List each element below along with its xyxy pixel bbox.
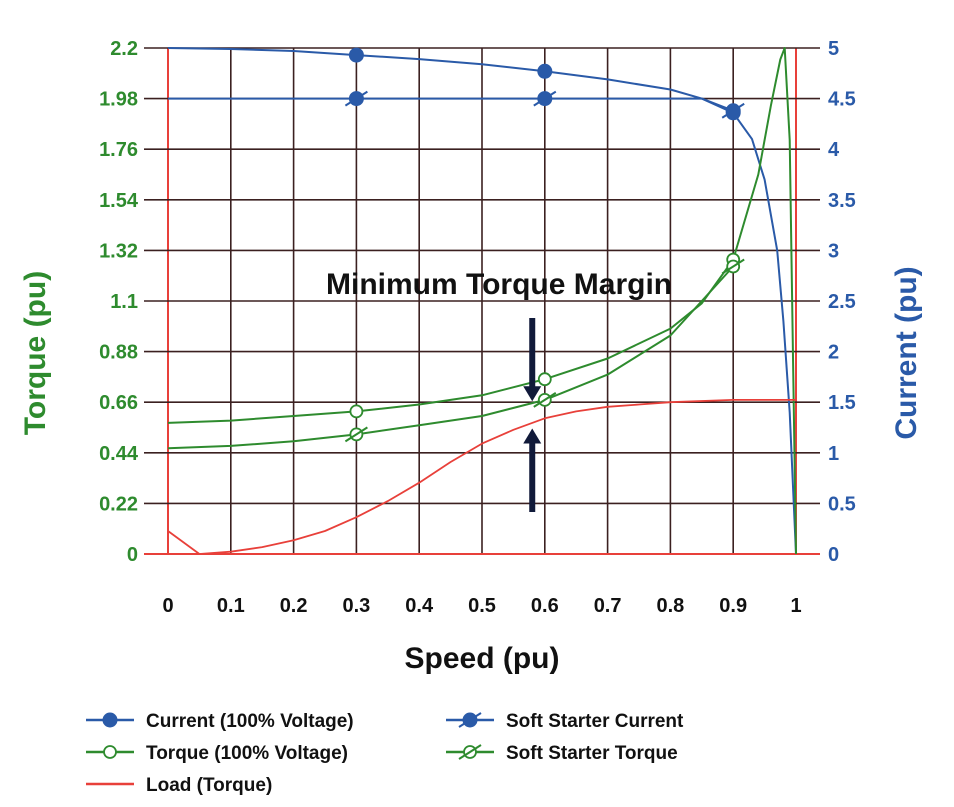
x-tick-label: 0.1 [217,595,245,617]
x-tick-label: 0.3 [342,595,370,617]
series-marker [344,426,368,443]
series-marker [348,47,364,63]
y-left-tick-label: 0.44 [99,443,139,465]
x-tick-label: 0.9 [719,595,747,617]
y-left-tick-label: 0 [127,544,138,566]
y-left-tick-label: 1.54 [99,190,139,212]
y-left-tick-label: 0.88 [99,342,138,364]
x-tick-label: 0.2 [280,595,308,617]
legend-item-soft-torque: Soft Starter Torque [446,743,678,764]
legend-label: Torque (100% Voltage) [146,743,348,764]
y-right-tick-label: 4 [828,139,840,161]
series-line-current-100-voltage [167,47,797,555]
arrow-up-head [523,428,542,444]
bottom-axis-ticks: 0 0.1 0.2 0.3 0.4 0.5 0.6 0.7 0.8 0.9 1 [162,595,801,617]
y-right-tick-label: 1 [828,443,839,465]
x-tick-label: 1 [790,595,801,617]
y-right-tick-label: 0.5 [828,493,856,515]
legend-label: Soft Starter Torque [506,743,678,764]
y-right-tick-label: 1.5 [828,392,856,414]
x-tick-label: 0.4 [405,595,434,617]
legend-item-torque: Torque (100% Voltage) [86,743,348,764]
y-left-tick-label: 1.98 [99,89,138,111]
right-axis-ticks: 0 0.5 1 1.5 2 2.5 3 3.5 4 4.5 5 [828,38,856,566]
series-marker [533,90,557,107]
y-left-tick-label: 1.32 [99,240,138,262]
grid [144,47,820,555]
series-marker [349,404,364,419]
arrow-down-head [523,386,542,402]
y-left-tick-label: 2.2 [110,38,138,60]
annotation-arrows [523,318,542,512]
legend-label: Soft Starter Current [506,711,684,732]
series-marker [344,90,368,107]
legend-label: Current (100% Voltage) [146,711,354,732]
y-left-tick-label: 1.76 [99,139,138,161]
series-marker [537,63,553,79]
legend: Current (100% Voltage) Soft Starter Curre… [86,711,684,796]
x-tick-label: 0.7 [594,595,622,617]
y-right-tick-label: 3.5 [828,190,856,212]
y-right-tick-label: 5 [828,38,839,60]
x-tick-label: 0 [162,595,173,617]
y-right-tick-label: 3 [828,240,839,262]
y-right-tick-label: 4.5 [828,89,856,111]
y-left-tick-label: 1.1 [110,291,138,313]
marker-layer [344,47,745,443]
series-layer [167,47,797,555]
y-axis-right-title: Current (pu) [890,266,923,439]
y-right-tick-label: 2 [828,342,839,364]
series-marker [721,258,745,275]
series-line-soft-starter-torque [167,265,734,450]
series-marker [721,102,745,119]
y-left-tick-label: 0.66 [99,392,138,414]
series-marker [102,712,118,728]
y-right-tick-label: 2.5 [828,291,856,313]
series-marker [533,392,557,408]
legend-item-soft-current: Soft Starter Current [446,711,684,732]
annotation-text: Minimum Torque Margin [326,268,672,301]
x-tick-label: 0.8 [656,595,684,617]
series-line-soft-starter-current [168,97,734,112]
x-tick-label: 0.6 [531,595,559,617]
series-marker [103,745,117,759]
series-line-load-torque [167,398,796,555]
legend-label: Load (Torque) [146,775,272,796]
y-axis-left-title: Torque (pu) [19,271,52,435]
series-marker [537,372,552,387]
y-right-tick-label: 0 [828,544,839,566]
x-axis-title: Speed (pu) [405,642,560,675]
series-marker [458,744,482,760]
y-left-tick-label: 0.22 [99,493,138,515]
legend-item-load: Load (Torque) [86,775,272,796]
left-axis-ticks: 0 0.22 0.44 0.66 0.88 1.1 1.32 1.54 1.76 1.98 2.2 [99,38,139,566]
legend-item-current: Current (100% Voltage) [86,711,354,732]
x-tick-label: 0.5 [468,595,496,617]
series-marker [458,712,482,728]
series-line-torque-100-voltage [167,47,797,555]
